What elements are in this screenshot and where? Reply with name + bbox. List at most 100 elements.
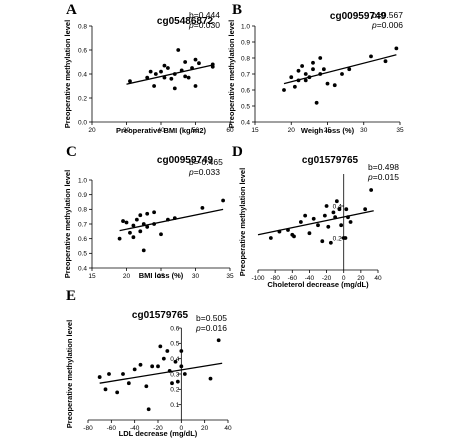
data-point [103,387,108,392]
b-coefficient: b=0.505 [196,313,227,323]
data-point [183,74,188,79]
data-point [325,81,330,86]
y-tick-label: 0.8 [78,207,87,214]
data-point [208,376,213,381]
panel-letter: E [66,288,76,304]
x-axis-label: BMI loss (%) [139,271,184,280]
data-point [314,100,319,105]
data-point [146,407,151,412]
data-point [369,188,374,192]
data-point [134,217,139,222]
p-number: =0.015 [373,172,400,182]
data-point [152,84,157,88]
data-point [298,220,303,224]
data-point [331,210,336,215]
data-point [97,375,102,379]
data-point [131,223,136,228]
data-point [153,72,158,76]
plot-title: cg00959749 [330,11,387,22]
data-point [179,364,184,369]
y-tick-label: 0.2 [78,95,87,102]
data-point [292,84,297,89]
y-tick-label: 0.8 [78,23,87,30]
x-tick-label: 15 [251,127,259,134]
data-point [321,67,326,72]
y-tick-label: 0.5 [170,341,179,348]
p-symbol: p [367,172,373,182]
data-point [346,215,350,220]
x-tick-label: -80 [83,425,93,432]
x-tick-label: -60 [288,275,298,282]
data-point [300,64,305,68]
plot-title: cg01579765 [302,155,359,166]
y-tick-label: 0.7 [241,71,250,78]
data-point [159,232,163,237]
y-tick-label: 0.6 [78,236,87,243]
b-coefficient: b=0.498 [368,162,399,172]
data-point [172,72,177,76]
data-point [162,75,167,80]
data-point [183,60,188,64]
x-axis-label: LDL decrease (mg/dL) [119,429,198,438]
data-point [296,68,301,73]
x-tick-label: 35 [226,273,234,280]
data-point [307,231,312,236]
data-point [138,229,143,234]
data-point [121,219,125,223]
x-tick-label: 15 [88,273,96,280]
regression-line [257,210,374,236]
data-point [200,205,205,210]
x-tick-label: 20 [357,275,365,282]
b-coefficient: b=-0.465 [189,157,223,167]
x-tick-label: 30 [192,273,200,280]
data-point [172,86,177,91]
plot-title: cg00959749 [157,155,214,166]
data-point [128,230,132,235]
data-point [318,56,323,60]
data-point [339,223,344,228]
data-point [124,220,129,225]
x-tick-label: 0 [180,425,184,432]
data-point [117,236,122,241]
x-tick-label: -20 [153,425,163,432]
data-point [150,364,155,369]
x-tick-label: 40 [224,425,232,432]
x-tick-label: 20 [123,273,131,280]
data-point [296,78,301,83]
data-point [144,384,149,389]
regression-line [99,362,223,384]
data-point [193,84,198,88]
data-point [328,240,333,245]
p-value: p=0.030 [188,20,220,30]
data-point [286,228,290,232]
data-point [107,372,111,376]
data-point [216,338,221,343]
data-point [167,369,172,373]
plot-title: cg05486872 [157,16,214,27]
p-value: p=0.006 [371,20,403,30]
x-tick-label: 50 [192,127,200,134]
y-tick-label: 0.5 [241,103,250,110]
data-point [347,67,352,72]
data-point [333,215,338,220]
x-tick-label: 25 [324,127,332,134]
y-tick-label: 0.0 [78,119,87,126]
b-coefficient: b=0.444 [189,10,220,20]
y-tick-label: 0.6 [78,47,87,54]
data-point [324,204,329,208]
data-point [159,69,163,74]
data-point [173,359,178,364]
data-point [172,216,177,221]
data-point [332,83,337,88]
panel-letter: D [232,144,243,160]
data-point [162,63,167,68]
y-tick-label: 0.9 [241,39,250,46]
y-tick-label: 0.1 [170,402,179,409]
data-point [141,222,146,226]
data-point [175,379,180,384]
data-point [320,239,325,244]
p-number: =0.030 [194,20,221,30]
